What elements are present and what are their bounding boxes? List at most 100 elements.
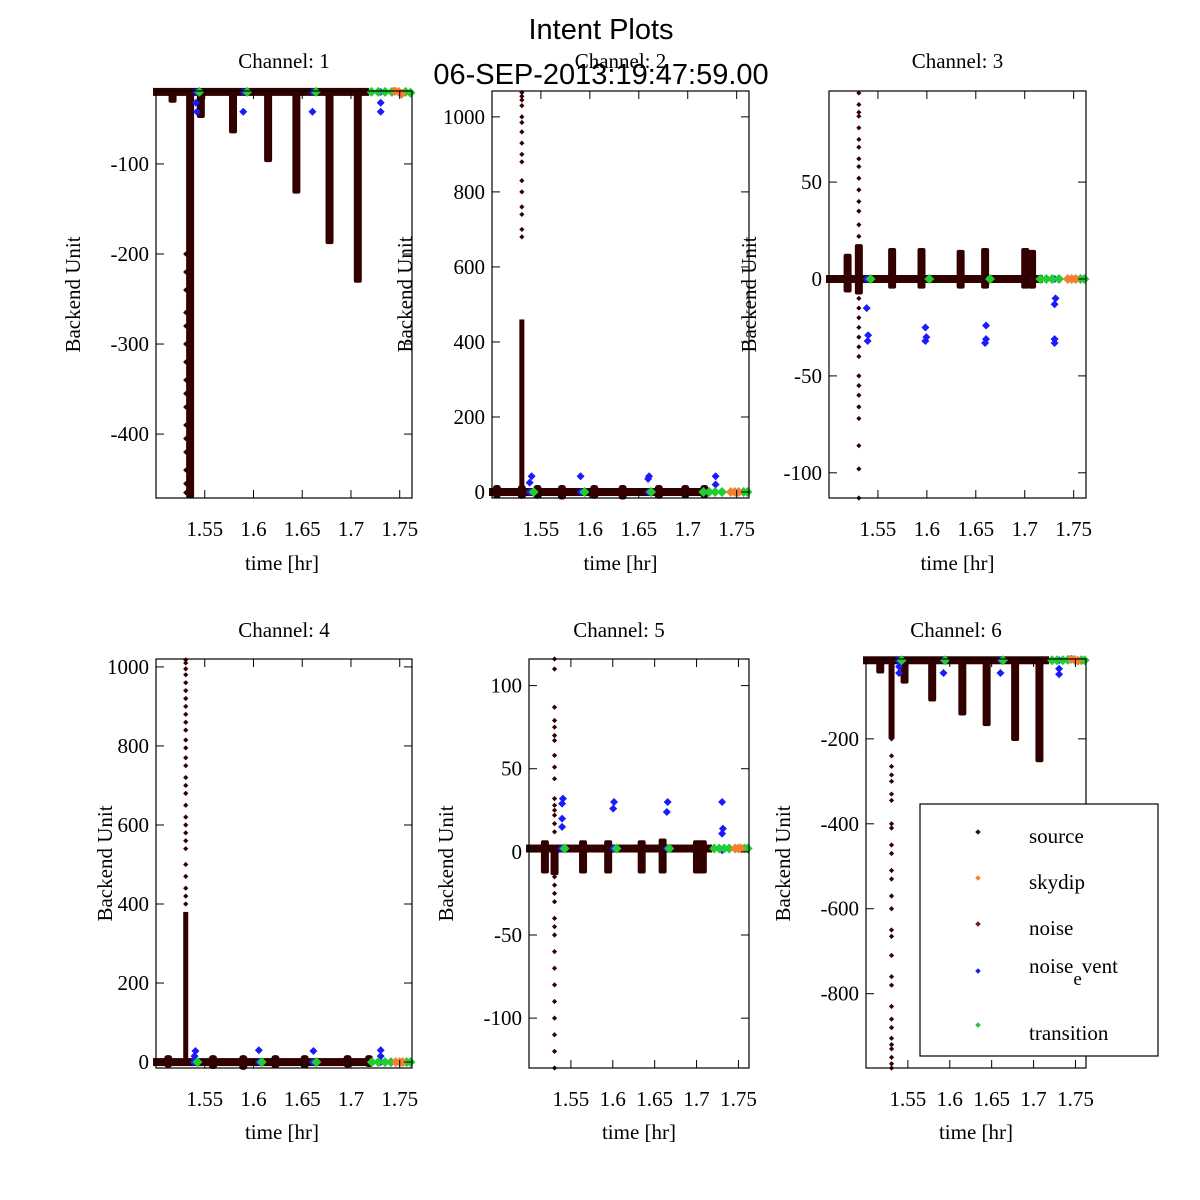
source-point bbox=[888, 763, 895, 770]
panel-title: Channel: 6 bbox=[910, 618, 1002, 642]
source-point bbox=[551, 764, 558, 770]
legend-marker bbox=[975, 921, 981, 927]
source-point bbox=[856, 144, 862, 150]
source-point bbox=[888, 1061, 895, 1067]
skydip-point bbox=[733, 486, 744, 497]
source-point bbox=[888, 736, 895, 742]
source-point bbox=[183, 873, 189, 879]
source-point bbox=[888, 778, 895, 784]
noise-event-point bbox=[662, 807, 671, 816]
y-tick-label: 600 bbox=[454, 255, 486, 279]
source-point bbox=[183, 287, 189, 293]
transition-point bbox=[528, 486, 539, 497]
source-point bbox=[183, 435, 189, 442]
source-point bbox=[183, 727, 189, 733]
y-tick-label: 0 bbox=[812, 267, 823, 291]
noise-event-point bbox=[895, 669, 904, 678]
legend-marker bbox=[975, 1022, 981, 1028]
y-tick-label: -400 bbox=[111, 422, 150, 446]
source-spike bbox=[698, 840, 707, 874]
source-point bbox=[551, 1015, 558, 1021]
source-point bbox=[519, 234, 525, 240]
y-tick-label: -800 bbox=[821, 982, 860, 1006]
transition-point bbox=[1046, 655, 1057, 666]
plot-frame bbox=[528, 658, 750, 1069]
y-tick-label: -300 bbox=[111, 332, 150, 356]
figure-title: Intent Plots bbox=[528, 14, 673, 46]
noise-event-point bbox=[921, 323, 930, 332]
source-point bbox=[551, 924, 558, 930]
x-tick-label: 1.55 bbox=[186, 517, 223, 541]
x-tick-label: 1.55 bbox=[890, 1087, 927, 1111]
source-point bbox=[856, 198, 862, 205]
x-tick-label: 1.7 bbox=[338, 1087, 364, 1111]
source-dip bbox=[264, 91, 273, 163]
transition-point bbox=[1052, 655, 1063, 666]
legend-label: source bbox=[1029, 824, 1084, 848]
source-dip bbox=[325, 91, 334, 245]
source-point bbox=[551, 666, 558, 672]
source-point bbox=[551, 724, 558, 730]
x-tick-label: 1.55 bbox=[186, 1087, 223, 1111]
noise-event-point bbox=[711, 472, 720, 481]
source-point bbox=[183, 666, 189, 672]
source-point bbox=[888, 906, 895, 912]
data-layer bbox=[489, 89, 753, 500]
source-point bbox=[551, 776, 558, 782]
transition-point bbox=[865, 273, 876, 284]
source-point bbox=[856, 175, 862, 181]
channel-panel-1: Channel: 1 1.55 1.6 1.65 1.7 1.75 -100 -200 -300… bbox=[61, 49, 418, 575]
source-spike bbox=[843, 253, 852, 293]
source-dip bbox=[168, 91, 177, 103]
source-point bbox=[888, 982, 895, 988]
data-layer bbox=[863, 655, 1090, 1071]
x-tick-label: 1.75 bbox=[720, 1087, 757, 1111]
source-spike bbox=[637, 840, 646, 874]
transition-point bbox=[698, 486, 709, 497]
x-tick-label: 1.65 bbox=[973, 1087, 1010, 1111]
source-point bbox=[183, 672, 189, 678]
source-point bbox=[519, 97, 525, 103]
y-tick-label: -200 bbox=[111, 242, 150, 266]
source-spike bbox=[579, 840, 588, 874]
source-point bbox=[183, 269, 189, 275]
panel-title: Channel: 2 bbox=[575, 49, 667, 73]
x-tick-label: 1.65 bbox=[620, 517, 657, 541]
source-point bbox=[183, 480, 189, 487]
source-point bbox=[519, 189, 525, 195]
noise-event-point bbox=[576, 472, 585, 481]
y-tick-label: 200 bbox=[454, 405, 486, 429]
source-spike bbox=[1021, 247, 1030, 289]
legend-label: transition bbox=[1029, 1021, 1109, 1045]
noise-event-point bbox=[558, 822, 567, 831]
noise-event-point bbox=[1055, 664, 1064, 673]
x-tick-label: 1.7 bbox=[1020, 1087, 1046, 1111]
transition-point bbox=[1035, 273, 1046, 284]
source-point bbox=[856, 125, 862, 131]
legend-superscript: vent bbox=[1082, 954, 1118, 978]
source-point bbox=[888, 791, 895, 797]
source-point bbox=[183, 802, 189, 808]
transition-point bbox=[311, 1057, 322, 1068]
source-point bbox=[856, 208, 862, 214]
noise-event-point bbox=[862, 304, 871, 313]
x-tick-label: 1.65 bbox=[284, 1087, 321, 1111]
source-point bbox=[856, 222, 862, 228]
transition-point bbox=[646, 486, 657, 497]
source-point bbox=[856, 295, 862, 301]
skydip-point bbox=[1070, 273, 1081, 284]
source-point bbox=[183, 309, 189, 316]
source-dip bbox=[1035, 660, 1044, 763]
source-dip bbox=[292, 91, 301, 194]
channel-panel-2: Channel: 2 1.55 1.6 1.65 1.7 1.75 1000 800 600 40… bbox=[393, 49, 755, 575]
source-point bbox=[551, 998, 558, 1005]
y-axis-label: Backend Unit bbox=[93, 805, 117, 921]
source-point bbox=[856, 334, 862, 340]
source-point bbox=[519, 178, 525, 184]
source-point bbox=[183, 755, 189, 761]
noise-event-point bbox=[982, 321, 991, 330]
noise-event-point bbox=[239, 107, 248, 116]
x-axis-label: time [hr] bbox=[939, 1120, 1013, 1144]
source-point bbox=[183, 737, 189, 743]
source-point bbox=[551, 932, 558, 938]
